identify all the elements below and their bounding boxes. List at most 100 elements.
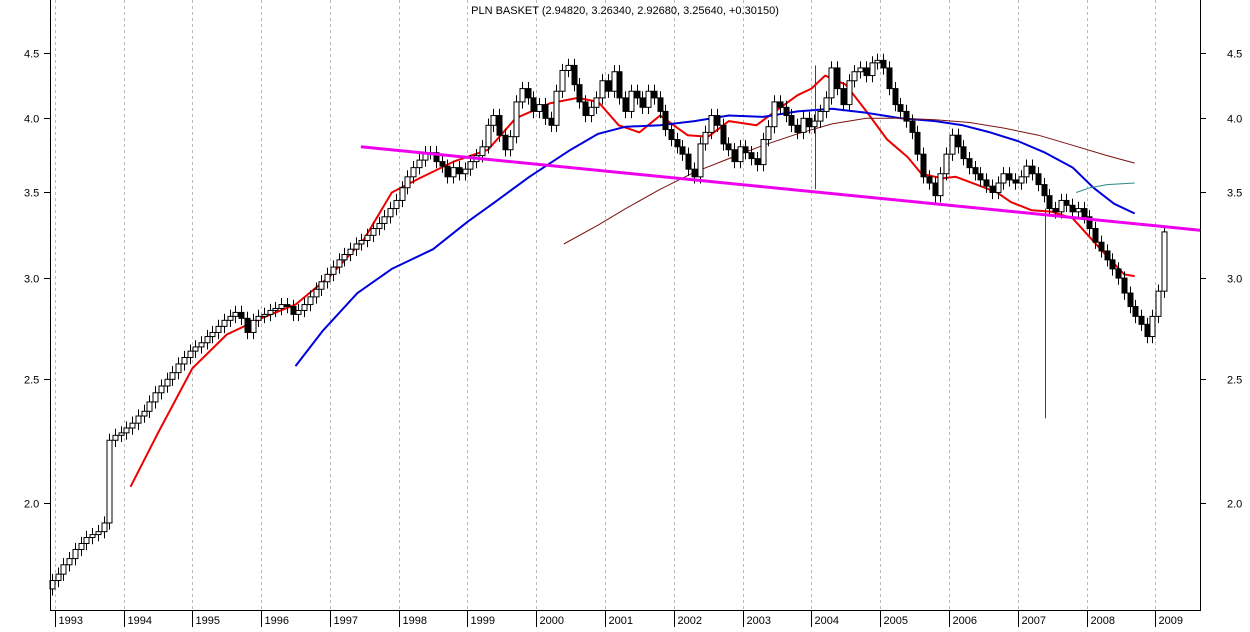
candle-body: [995, 182, 1002, 193]
candle-body: [244, 317, 251, 333]
candle-down: [244, 311, 251, 340]
candle-body: [559, 69, 566, 92]
y-tick-label-left: 4.5: [24, 49, 39, 61]
candle-down: [972, 161, 979, 181]
y-tick-label-left: 3.5: [24, 188, 39, 200]
candle-down: [1109, 253, 1116, 276]
candle-body: [989, 185, 996, 193]
candle-body: [834, 67, 841, 90]
candle-up: [175, 357, 182, 380]
candle-down: [1012, 173, 1019, 190]
candle-body: [720, 124, 727, 145]
candle-body: [616, 71, 623, 99]
y-tick-label-left: 2.5: [24, 375, 39, 387]
candle-body: [95, 531, 102, 536]
candle-down: [725, 137, 732, 157]
candle-up: [60, 558, 67, 581]
candle-body: [255, 315, 262, 321]
candle-down: [720, 118, 727, 151]
candle-body: [1023, 165, 1030, 178]
candle-body: [106, 439, 113, 524]
candle-up: [381, 210, 388, 231]
candle-body: [101, 522, 108, 533]
candle-down: [920, 147, 927, 184]
candle-body: [169, 372, 176, 380]
candle-body: [697, 143, 704, 178]
candle-up: [364, 228, 371, 248]
candle-body: [788, 115, 795, 126]
candle-body: [55, 573, 62, 582]
candle-body: [284, 304, 291, 308]
candle-body: [387, 208, 394, 218]
y-tick-label-right: 2.0: [1227, 499, 1242, 511]
y-tick-label-right: 3.0: [1227, 274, 1242, 286]
candle-body: [828, 67, 835, 99]
candle-body: [863, 67, 870, 77]
candle-up: [215, 319, 222, 340]
candle-body: [467, 161, 474, 170]
candle-up: [313, 282, 320, 304]
candle-up: [370, 221, 377, 243]
candle-up: [261, 307, 268, 324]
candle-body: [760, 139, 767, 166]
candle-body: [1132, 306, 1139, 317]
candle-up: [135, 409, 142, 430]
x-tick-label: 2006: [953, 615, 977, 627]
candle-body: [192, 346, 199, 352]
candle-body: [811, 120, 818, 128]
candle-body: [485, 124, 492, 148]
candle-up: [645, 84, 652, 115]
candle-up: [513, 95, 520, 144]
candle-body: [685, 153, 692, 170]
candle-up: [1149, 309, 1156, 344]
candle-body: [250, 319, 257, 333]
candle-up: [702, 125, 709, 151]
candle-up: [123, 421, 130, 440]
candle-body: [1000, 173, 1007, 184]
candle-body: [605, 80, 612, 92]
candle-up: [376, 216, 383, 236]
candle-body: [548, 117, 555, 126]
candle-up: [250, 313, 257, 340]
candle-body: [530, 97, 537, 112]
candle-up: [353, 237, 360, 256]
ma-short-line: [129, 74, 1135, 488]
candle-down: [1063, 193, 1070, 213]
candle-body: [462, 168, 469, 175]
candle-up: [708, 108, 715, 140]
candle-up: [857, 61, 864, 79]
candle-body: [1149, 315, 1156, 338]
x-tick-label: 1995: [196, 615, 220, 627]
candle-down: [1098, 235, 1105, 258]
candle-up: [318, 275, 325, 296]
candle-down: [794, 118, 801, 140]
candle-down: [444, 159, 451, 184]
candle-body: [215, 325, 222, 333]
candle-down: [960, 140, 967, 166]
x-tick-label: 2003: [747, 615, 771, 627]
candle-up: [490, 108, 497, 133]
candle-down: [892, 81, 899, 112]
candle-up: [272, 301, 279, 318]
candle-body: [874, 59, 881, 64]
y-tick-label-right: 4.5: [1227, 49, 1242, 61]
candle-up: [336, 253, 343, 274]
candle-up: [278, 297, 285, 316]
x-tick-label: 1998: [403, 615, 427, 627]
candle-body: [657, 97, 664, 112]
ma-medium-line: [294, 107, 1136, 367]
candle-down: [668, 122, 675, 147]
candle-body: [347, 248, 354, 255]
candle-body: [777, 101, 784, 108]
candle-body: [977, 173, 984, 181]
candle-down: [582, 95, 589, 123]
candle-up: [1155, 284, 1162, 324]
candle-down: [456, 161, 463, 181]
candle-up: [410, 161, 417, 184]
candle-down: [662, 104, 669, 137]
candle-down: [897, 97, 904, 119]
candle-down: [634, 84, 641, 105]
candle-body: [450, 167, 457, 178]
candle-body: [817, 110, 824, 122]
